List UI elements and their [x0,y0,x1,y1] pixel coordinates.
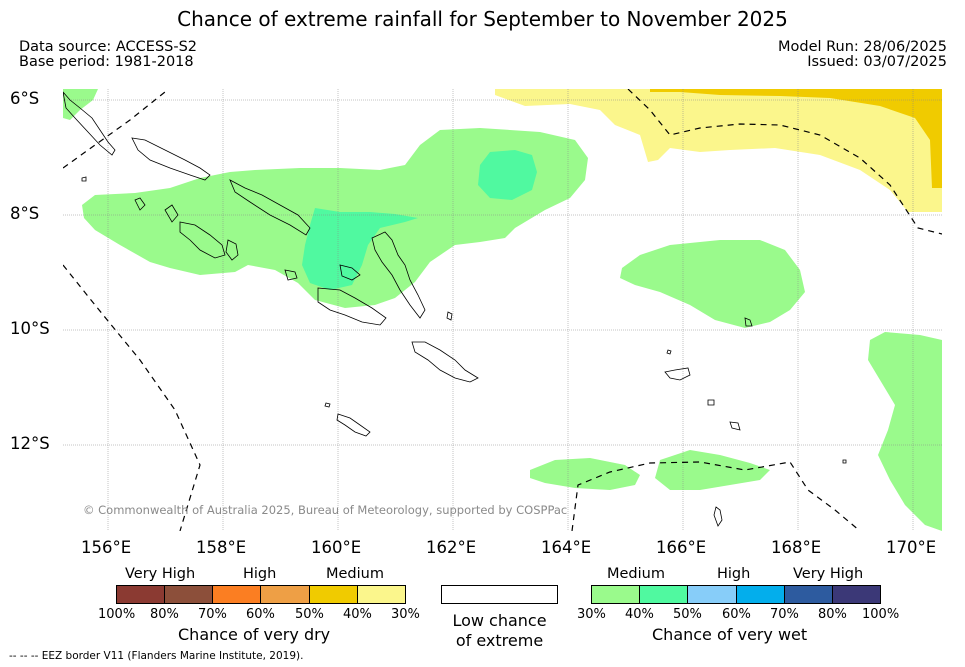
dry-tick: 30% [391,607,420,622]
wet-swatch [736,585,785,604]
high-wet-area [302,208,418,290]
dry-tick: 50% [295,607,324,622]
dry-tick: 40% [343,607,372,622]
dry-swatch [357,585,406,604]
wet-tick: 100% [862,607,900,622]
dry-swatch [164,585,213,604]
wet-tick: 40% [625,607,654,622]
dry-tick: 70% [198,607,227,622]
medium-wet-area [620,240,805,328]
base-period: Base period: 1981-2018 [19,54,194,70]
wet-tick: 50% [673,607,702,622]
lon-label: 160°E [311,538,362,557]
medium-dry-area [495,89,942,212]
lon-label: 164°E [541,538,592,557]
eez-borders [63,89,942,531]
copyright-notice: © Commonwealth of Australia 2025, Bureau… [83,503,568,517]
wet-heading-high: High [717,566,751,582]
lon-label: 156°E [81,538,132,557]
wet-tick: 30% [577,607,606,622]
high-wet-area [478,150,537,200]
dry-swatch [116,585,165,604]
lat-label: 8°S [10,204,40,223]
dry-tick: 60% [246,607,275,622]
run-info: Model Run: 28/06/2025 Issued: 03/07/2025 [778,40,947,70]
data-source-info: Data source: ACCESS-S2 Base period: 1981… [19,40,197,70]
wet-heading-very-high: Very High [793,566,864,582]
lon-label: 158°E [196,538,247,557]
lon-label: 162°E [426,538,477,557]
dry-heading-very-high: Very High [125,566,196,582]
medium-wet-area [530,458,640,490]
lat-label: 12°S [10,434,50,453]
low-chance-swatch [441,585,558,604]
low-chance-line2: of extreme [455,631,544,650]
low-chance-line1: Low chance [452,611,547,630]
medium-wet-area [868,332,942,531]
dry-heading-high: High [243,566,277,582]
wet-swatch [687,585,737,604]
dry-swatch [212,585,261,604]
low-chance-label: Low chance of extreme [441,611,558,651]
high-dry-area [650,89,942,188]
wet-tick: 70% [770,607,799,622]
wet-swatch [832,585,881,604]
dry-scale-title: Chance of very dry [178,625,331,644]
wet-swatch [639,585,688,604]
data-source: Data source: ACCESS-S2 [19,39,198,55]
dry-swatch [309,585,358,604]
dry-tick: 80% [150,607,179,622]
wet-swatch [591,585,640,604]
issued-date: Issued: 03/07/2025 [807,54,947,70]
lon-label: 170°E [886,538,937,557]
coastlines [63,91,847,527]
dry-heading-medium: Medium [326,566,384,582]
medium-wet-area [655,450,770,490]
map-title: Chance of extreme rainfall for September… [177,7,788,31]
dry-tick: 100% [98,607,136,622]
wet-heading-medium: Medium [607,566,665,582]
wet-swatch [784,585,833,604]
lon-label: 166°E [656,538,707,557]
wet-tick: 60% [722,607,751,622]
dry-swatch [260,585,310,604]
medium-wet-area [63,89,98,120]
model-run: Model Run: 28/06/2025 [777,39,947,55]
lat-label: 10°S [10,319,50,338]
map-body [63,89,942,531]
lon-label: 168°E [771,538,822,557]
lat-label: 6°S [10,89,40,108]
graticule [63,89,942,531]
eez-footer-note: -- -- -- EEZ border V11 (Flanders Marine… [9,650,304,662]
wet-scale-title: Chance of very wet [652,625,808,644]
wet-tick: 80% [818,607,847,622]
